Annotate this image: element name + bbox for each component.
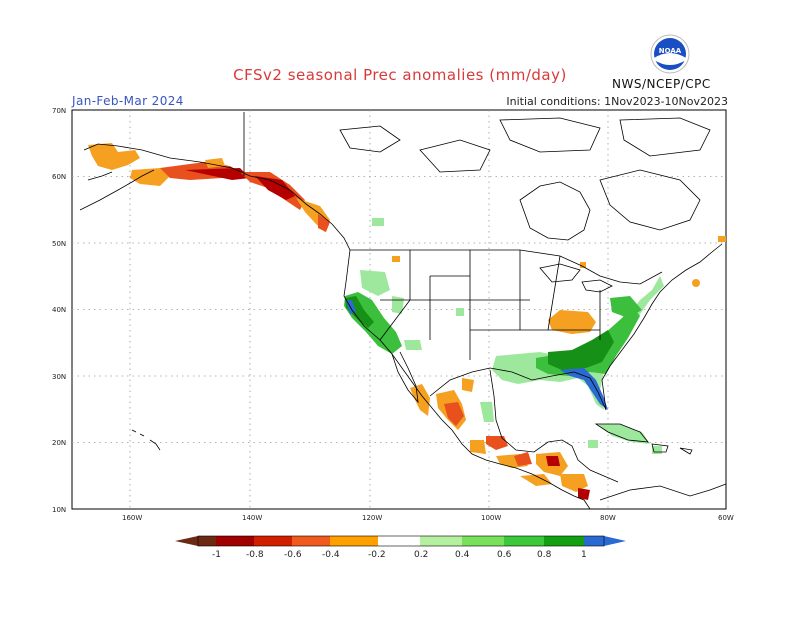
lat-label: 50N: [52, 240, 66, 248]
colorbar-swatch: [198, 536, 216, 546]
colorbar-low-arrow: [175, 536, 198, 546]
colorbar-label: -0.4: [322, 550, 340, 560]
colorbar-label: -1: [212, 550, 221, 560]
colorbar-swatch: [462, 536, 504, 546]
lon-label: 160W: [122, 514, 142, 522]
colorbar-swatch: [378, 536, 420, 546]
season-label: Jan-Feb-Mar 2024: [72, 94, 184, 108]
colorbar-swatch: [292, 536, 330, 546]
agency-label: NWS/NCEP/CPC: [612, 77, 711, 91]
lat-label: 30N: [52, 373, 66, 381]
lat-label: 60N: [52, 173, 66, 181]
colorbar-swatch: [330, 536, 378, 546]
coastlines: [79, 112, 727, 510]
lat-label: 10N: [52, 506, 66, 514]
lon-axis: 160W 140W 120W 100W 80W 60W: [122, 514, 734, 522]
colorbar-label: -0.2: [368, 550, 386, 560]
colorbar: -1 -0.8 -0.6 -0.4 -0.2 0.2 0.4 0.6 0.8 1: [175, 535, 626, 560]
colorbar-swatch: [584, 536, 604, 546]
logo-text: NOAA: [659, 47, 682, 55]
lat-label: 40N: [52, 306, 66, 314]
lon-label: 120W: [362, 514, 382, 522]
colorbar-label: -0.6: [284, 550, 302, 560]
colorbar-label: 0.2: [414, 550, 428, 560]
precip-anomaly-patches: [88, 143, 726, 500]
colorbar-swatch: [544, 536, 584, 546]
chart-title: CFSv2 seasonal Prec anomalies (mm/day): [233, 66, 567, 84]
lat-label: 20N: [52, 439, 66, 447]
colorbar-swatch: [254, 536, 292, 546]
colorbar-label: 0.6: [497, 550, 512, 560]
noaa-logo: NOAA: [650, 34, 690, 74]
colorbar-swatch: [216, 536, 254, 546]
lon-label: 100W: [481, 514, 501, 522]
lat-axis: 70N 60N 50N 40N 30N 20N 10N: [52, 107, 66, 514]
colorbar-high-arrow: [604, 536, 626, 546]
colorbar-label: 1: [581, 550, 587, 560]
initial-conditions-label: Initial conditions: 1Nov2023-10Nov2023: [506, 95, 728, 108]
colorbar-swatch: [420, 536, 462, 546]
lon-label: 80W: [600, 514, 616, 522]
colorbar-swatch: [504, 536, 544, 546]
lat-label: 70N: [52, 107, 66, 115]
lon-label: 140W: [242, 514, 262, 522]
colorbar-label: 0.4: [455, 550, 470, 560]
lon-label: 60W: [718, 514, 734, 522]
colorbar-label: -0.8: [246, 550, 264, 560]
colorbar-label: 0.8: [537, 550, 552, 560]
